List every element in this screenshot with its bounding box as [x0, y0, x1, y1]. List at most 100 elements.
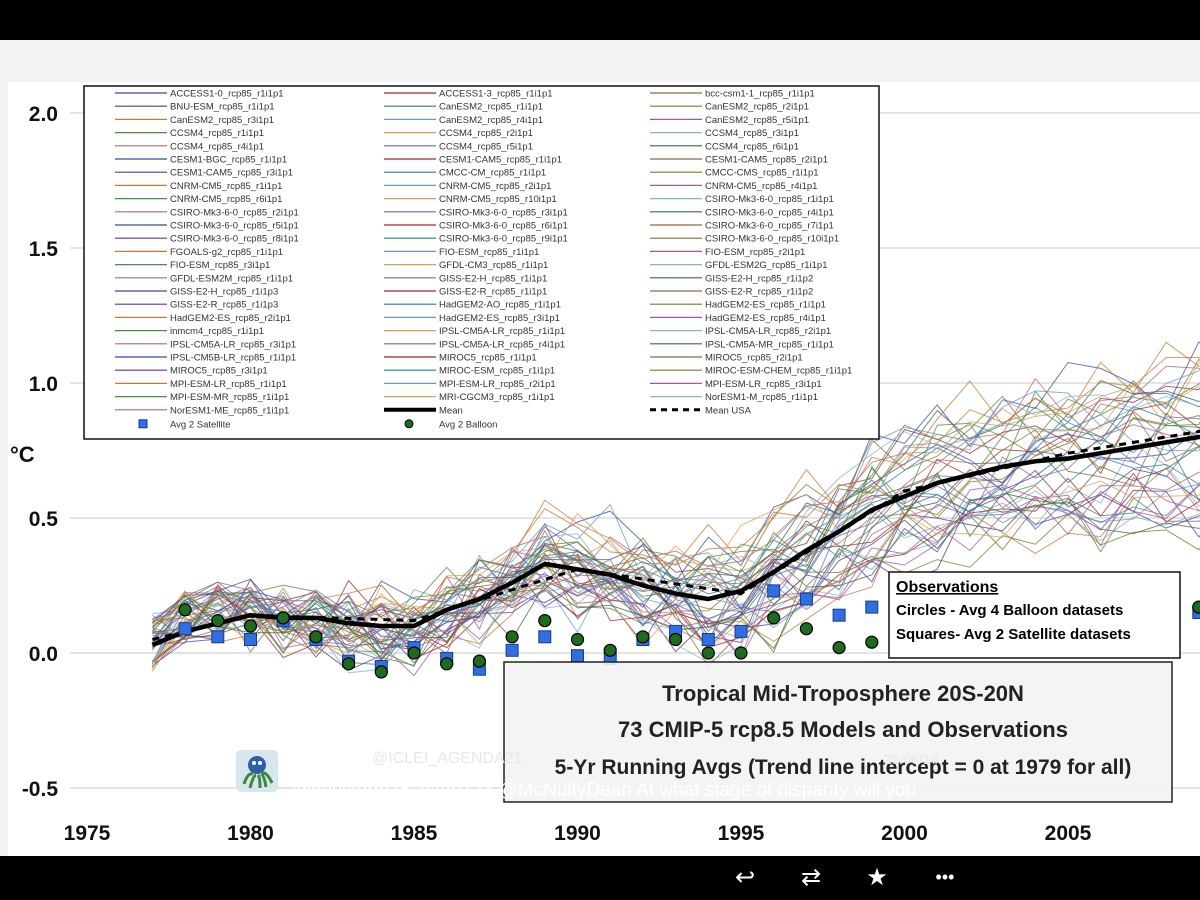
legend-label: HadGEM2-ES_rcp85_r1i1p1 — [705, 300, 826, 311]
legend-label: CCSM4_rcp85_r6i1p1 — [705, 141, 799, 152]
balloon-point — [668, 632, 683, 647]
legend-label: FIO-ESM_rcp85_r3i1p1 — [170, 260, 270, 271]
model-series-line — [152, 466, 1200, 662]
mean-line — [151, 434, 1200, 647]
legend-label: CCSM4_rcp85_r2i1p1 — [439, 128, 533, 139]
legend-label: MIROC5_rcp85_r3i1p1 — [170, 366, 268, 377]
legend-label: MPI-ESM-LR_rcp85_r1i1p1 — [170, 379, 287, 390]
model-series-line — [151, 414, 1200, 644]
satellite-point — [832, 608, 846, 622]
satellite-point — [571, 649, 584, 663]
balloon-point — [865, 635, 879, 649]
legend-label: IPSL-CM5A-MR_rcp85_r1i1p1 — [705, 339, 834, 350]
legend-label: FGOALS-g2_rcp85_r1i1p1 — [170, 247, 283, 258]
legend-label: MIROC5_rcp85_r2i1p1 — [705, 353, 803, 364]
y-tick-label: 0.5 — [29, 508, 59, 531]
model-series-line — [152, 390, 1200, 640]
balloon-point — [701, 646, 715, 660]
legend-label: CESM1-CAM5_rcp85_r1i1p1 — [439, 155, 562, 166]
legend-label: CanESM2_rcp85_r1i1p1 — [439, 102, 543, 113]
legend-label: CCSM4_rcp85_r1i1p1 — [170, 128, 264, 139]
legend-label: GISS-E2-R_rcp85_r1i1p2 — [705, 287, 813, 298]
tweet-overlay[interactable]: Al Zore @ICLEI_AGENDA21 25/06/14 @davsto… — [0, 742, 1200, 856]
tweet-author-name[interactable]: Al Zore — [292, 749, 351, 768]
tweet-text: @davstorm75 @tan123 @McNultyDean At what… — [292, 780, 916, 827]
balloon-point — [374, 665, 388, 679]
y-tick-label: 1.5 — [29, 238, 59, 261]
legend-label: CSIRO-Mk3-6-0_rcp85_r9i1p1 — [439, 234, 568, 245]
legend-label: MPI-ESM-LR_rcp85_r2i1p1 — [439, 379, 556, 390]
x-tick-label: 2005 — [1045, 822, 1092, 845]
balloon-point — [767, 611, 781, 625]
observations-squares: Squares- Avg 2 Satellite datasets — [896, 626, 1131, 643]
mean-usa-line — [152, 429, 1200, 641]
model-series-line — [152, 394, 1200, 663]
legend-balloon-swatch — [404, 419, 414, 429]
observations-title: Observations — [896, 579, 998, 596]
legend-label: CSIRO-Mk3-6-0_rcp85_r10i1p1 — [705, 234, 839, 245]
tweet-author-handle[interactable]: @ICLEI_AGENDA21 — [372, 750, 523, 767]
legend-label: MIROC-ESM_rcp85_r1i1p1 — [439, 366, 555, 377]
y-tick-label: 1.0 — [29, 373, 58, 396]
more-button[interactable]: ••• — [928, 862, 962, 892]
retweet-button[interactable]: ⇄ — [794, 862, 828, 892]
legend-label: CNRM-CM5_rcp85_r10i1p1 — [439, 194, 557, 205]
legend-label: IPSL-CM5B-LR_rcp85_r1i1p1 — [170, 353, 296, 364]
legend-label: CCSM4_rcp85_r4i1p1 — [170, 141, 264, 152]
satellite-point — [734, 624, 748, 638]
title-frame — [503, 661, 1173, 803]
legend-label: CSIRO-Mk3-6-0_rcp85_r7i1p1 — [705, 221, 834, 232]
balloon-point — [243, 619, 258, 633]
x-tick-label: 1995 — [718, 822, 765, 845]
legend-label: CMCC-CM_rcp85_r1i1p1 — [439, 168, 546, 179]
legend-label: ACCESS1-3_rcp85_r1i1p1 — [439, 89, 553, 100]
model-series-line — [151, 490, 1200, 674]
legend-label: GFDL-ESM2M_rcp85_r1i1p1 — [170, 273, 293, 284]
tweet-photo[interactable]: -0.5 0.0 0.5 1.0 1.5 2.0 1975 1980 1985 1990 1995 2… — [0, 40, 1200, 856]
legend-label: NorESM1-ME_rcp85_r1i1p1 — [170, 405, 289, 416]
model-series-line — [152, 413, 1200, 650]
favorite-button[interactable]: ★ — [860, 862, 894, 892]
legend-label: CanESM2_rcp85_r5i1p1 — [705, 115, 809, 126]
legend-satellite-label: Avg 2 Satellite — [170, 419, 231, 430]
satellite-point — [178, 622, 192, 636]
balloon-point — [538, 613, 552, 628]
legend-label: CSIRO-Mk3-6-0_rcp85_r2i1p1 — [170, 207, 299, 218]
balloon-point — [799, 622, 814, 636]
balloon-point — [832, 640, 846, 655]
legend-label: MPI-ESM-MR_rcp85_r1i1p1 — [170, 392, 289, 403]
legend-balloon-label: Avg 2 Balloon — [439, 419, 497, 430]
avatar[interactable] — [236, 750, 278, 792]
legend-label: CESM1-CAM5_rcp85_r3i1p1 — [170, 168, 293, 179]
reply-button[interactable]: ↩ — [728, 862, 762, 892]
legend-label: IPSL-CM5A-LR_rcp85_r2i1p1 — [705, 326, 831, 337]
balloon-point — [211, 613, 225, 628]
satellite-point — [799, 592, 813, 606]
observations-box: Observations Circles - Avg 4 Balloon dat… — [888, 571, 1181, 659]
legend-label: CMCC-CMS_rcp85_r1i1p1 — [705, 168, 819, 179]
legend-label: CESM1-BGC_rcp85_r1i1p1 — [170, 155, 287, 166]
legend-mean-usa-label: Mean USA — [705, 405, 752, 416]
legend-label: HadGEM2-AO_rcp85_r1i1p1 — [439, 300, 561, 311]
legend-label: GISS-E2-R_rcp85_r1i1p1 — [439, 287, 547, 298]
legend-mean-label: Mean — [439, 405, 463, 416]
x-tick-label: 1980 — [227, 822, 274, 845]
model-series-line — [152, 362, 1200, 663]
legend-label: FIO-ESM_rcp85_r1i1p1 — [439, 247, 539, 258]
balloon-point — [309, 630, 323, 644]
chart: -0.5 0.0 0.5 1.0 1.5 2.0 1975 1980 1985 1990 1995 2… — [8, 82, 1200, 856]
tweet-actions: ↩ ⇄ ★ ••• — [0, 856, 1200, 900]
model-series-line — [151, 368, 1200, 663]
legend-satellite-swatch — [138, 419, 148, 429]
legend-label: CESM1-CAM5_rcp85_r2i1p1 — [705, 155, 828, 166]
model-series-line — [152, 341, 1200, 666]
y-tick-label: -0.5 — [22, 778, 59, 801]
legend-label: ACCESS1-0_rcp85_r1i1p1 — [170, 89, 284, 100]
mean-usa-layer — [152, 429, 1200, 641]
legend-label: HadGEM2-ES_rcp85_r4i1p1 — [705, 313, 826, 324]
legend-label: GFDL-CM3_rcp85_r1i1p1 — [439, 260, 548, 271]
chart-title-line-3: 5-Yr Running Avgs (Trend line intercept … — [555, 756, 1132, 779]
legend-label: CSIRO-Mk3-6-0_rcp85_r4i1p1 — [705, 207, 834, 218]
model-series-line — [152, 483, 1200, 647]
legend-label: CSIRO-Mk3-6-0_rcp85_r5i1p1 — [170, 221, 299, 232]
